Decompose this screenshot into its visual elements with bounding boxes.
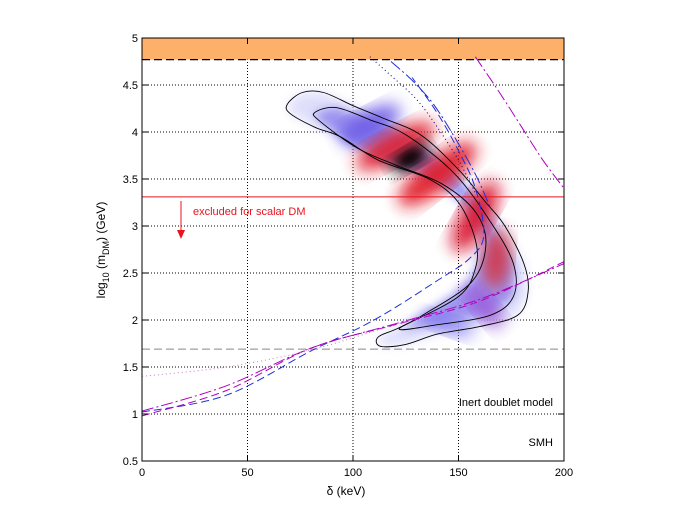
series-curve-2 — [142, 261, 564, 417]
y-tick-label: 2.5 — [123, 268, 138, 280]
x-tick-label: 0 — [139, 467, 145, 479]
series-curve-5 — [142, 300, 480, 377]
annotations: excluded for scalar DM Inert doublet mod… — [177, 201, 553, 449]
series-curve-3 — [142, 263, 564, 412]
x-tick-label: 200 — [555, 467, 573, 479]
y-title-mdm: (m — [94, 255, 108, 272]
exclusion-arrow-head — [177, 230, 185, 239]
x-axis-title: δ (keV) — [327, 484, 366, 498]
density-blob — [482, 228, 511, 289]
series-curve-1 — [390, 61, 491, 208]
model-label: Inert doublet model — [459, 397, 553, 409]
x-tick-label: 150 — [449, 467, 467, 479]
x-tick-label: 50 — [241, 467, 253, 479]
density-blob — [398, 142, 477, 207]
smh-label: SMH — [529, 437, 554, 449]
y-tick-label: 0.5 — [123, 456, 138, 468]
density-halo — [287, 92, 529, 347]
credible-contours — [285, 90, 529, 348]
y-title-log: log — [94, 282, 108, 298]
density-blob — [339, 104, 401, 145]
series-curve-4 — [474, 56, 564, 189]
series-curve-6 — [369, 56, 476, 194]
contour-inner — [312, 106, 517, 331]
y-tick-label: 4.5 — [123, 80, 138, 92]
y-title-sub10: 10 — [101, 272, 111, 282]
contour-outer — [285, 90, 529, 348]
density-peak — [399, 150, 421, 167]
y-title-subdm: DM — [101, 241, 111, 255]
y-tick-label: 1 — [132, 409, 138, 421]
density-blob — [451, 181, 500, 253]
y-tick-label: 3 — [132, 221, 138, 233]
y-tick-label: 4 — [132, 127, 138, 139]
y-tick-label: 1.5 — [123, 362, 138, 374]
model-curves — [142, 56, 564, 417]
density-blob — [463, 283, 504, 329]
x-tick-label: 100 — [344, 467, 362, 479]
y-tick-label: 5 — [132, 33, 138, 45]
y-axis-title: log10 (mDM) (GeV) — [94, 202, 111, 299]
y-title-gev: ) (GeV) — [94, 202, 108, 241]
posterior-density — [287, 92, 529, 347]
y-tick-label: 3.5 — [123, 174, 138, 186]
scalar-dm-label: excluded for scalar DM — [193, 206, 306, 218]
axis-ticks: 0 50 100 150 200 0.5 1 1.5 2 2.5 3 3.5 4 4.5 5 — [123, 33, 573, 479]
density-blob — [421, 311, 475, 338]
y-tick-label: 2 — [132, 315, 138, 327]
